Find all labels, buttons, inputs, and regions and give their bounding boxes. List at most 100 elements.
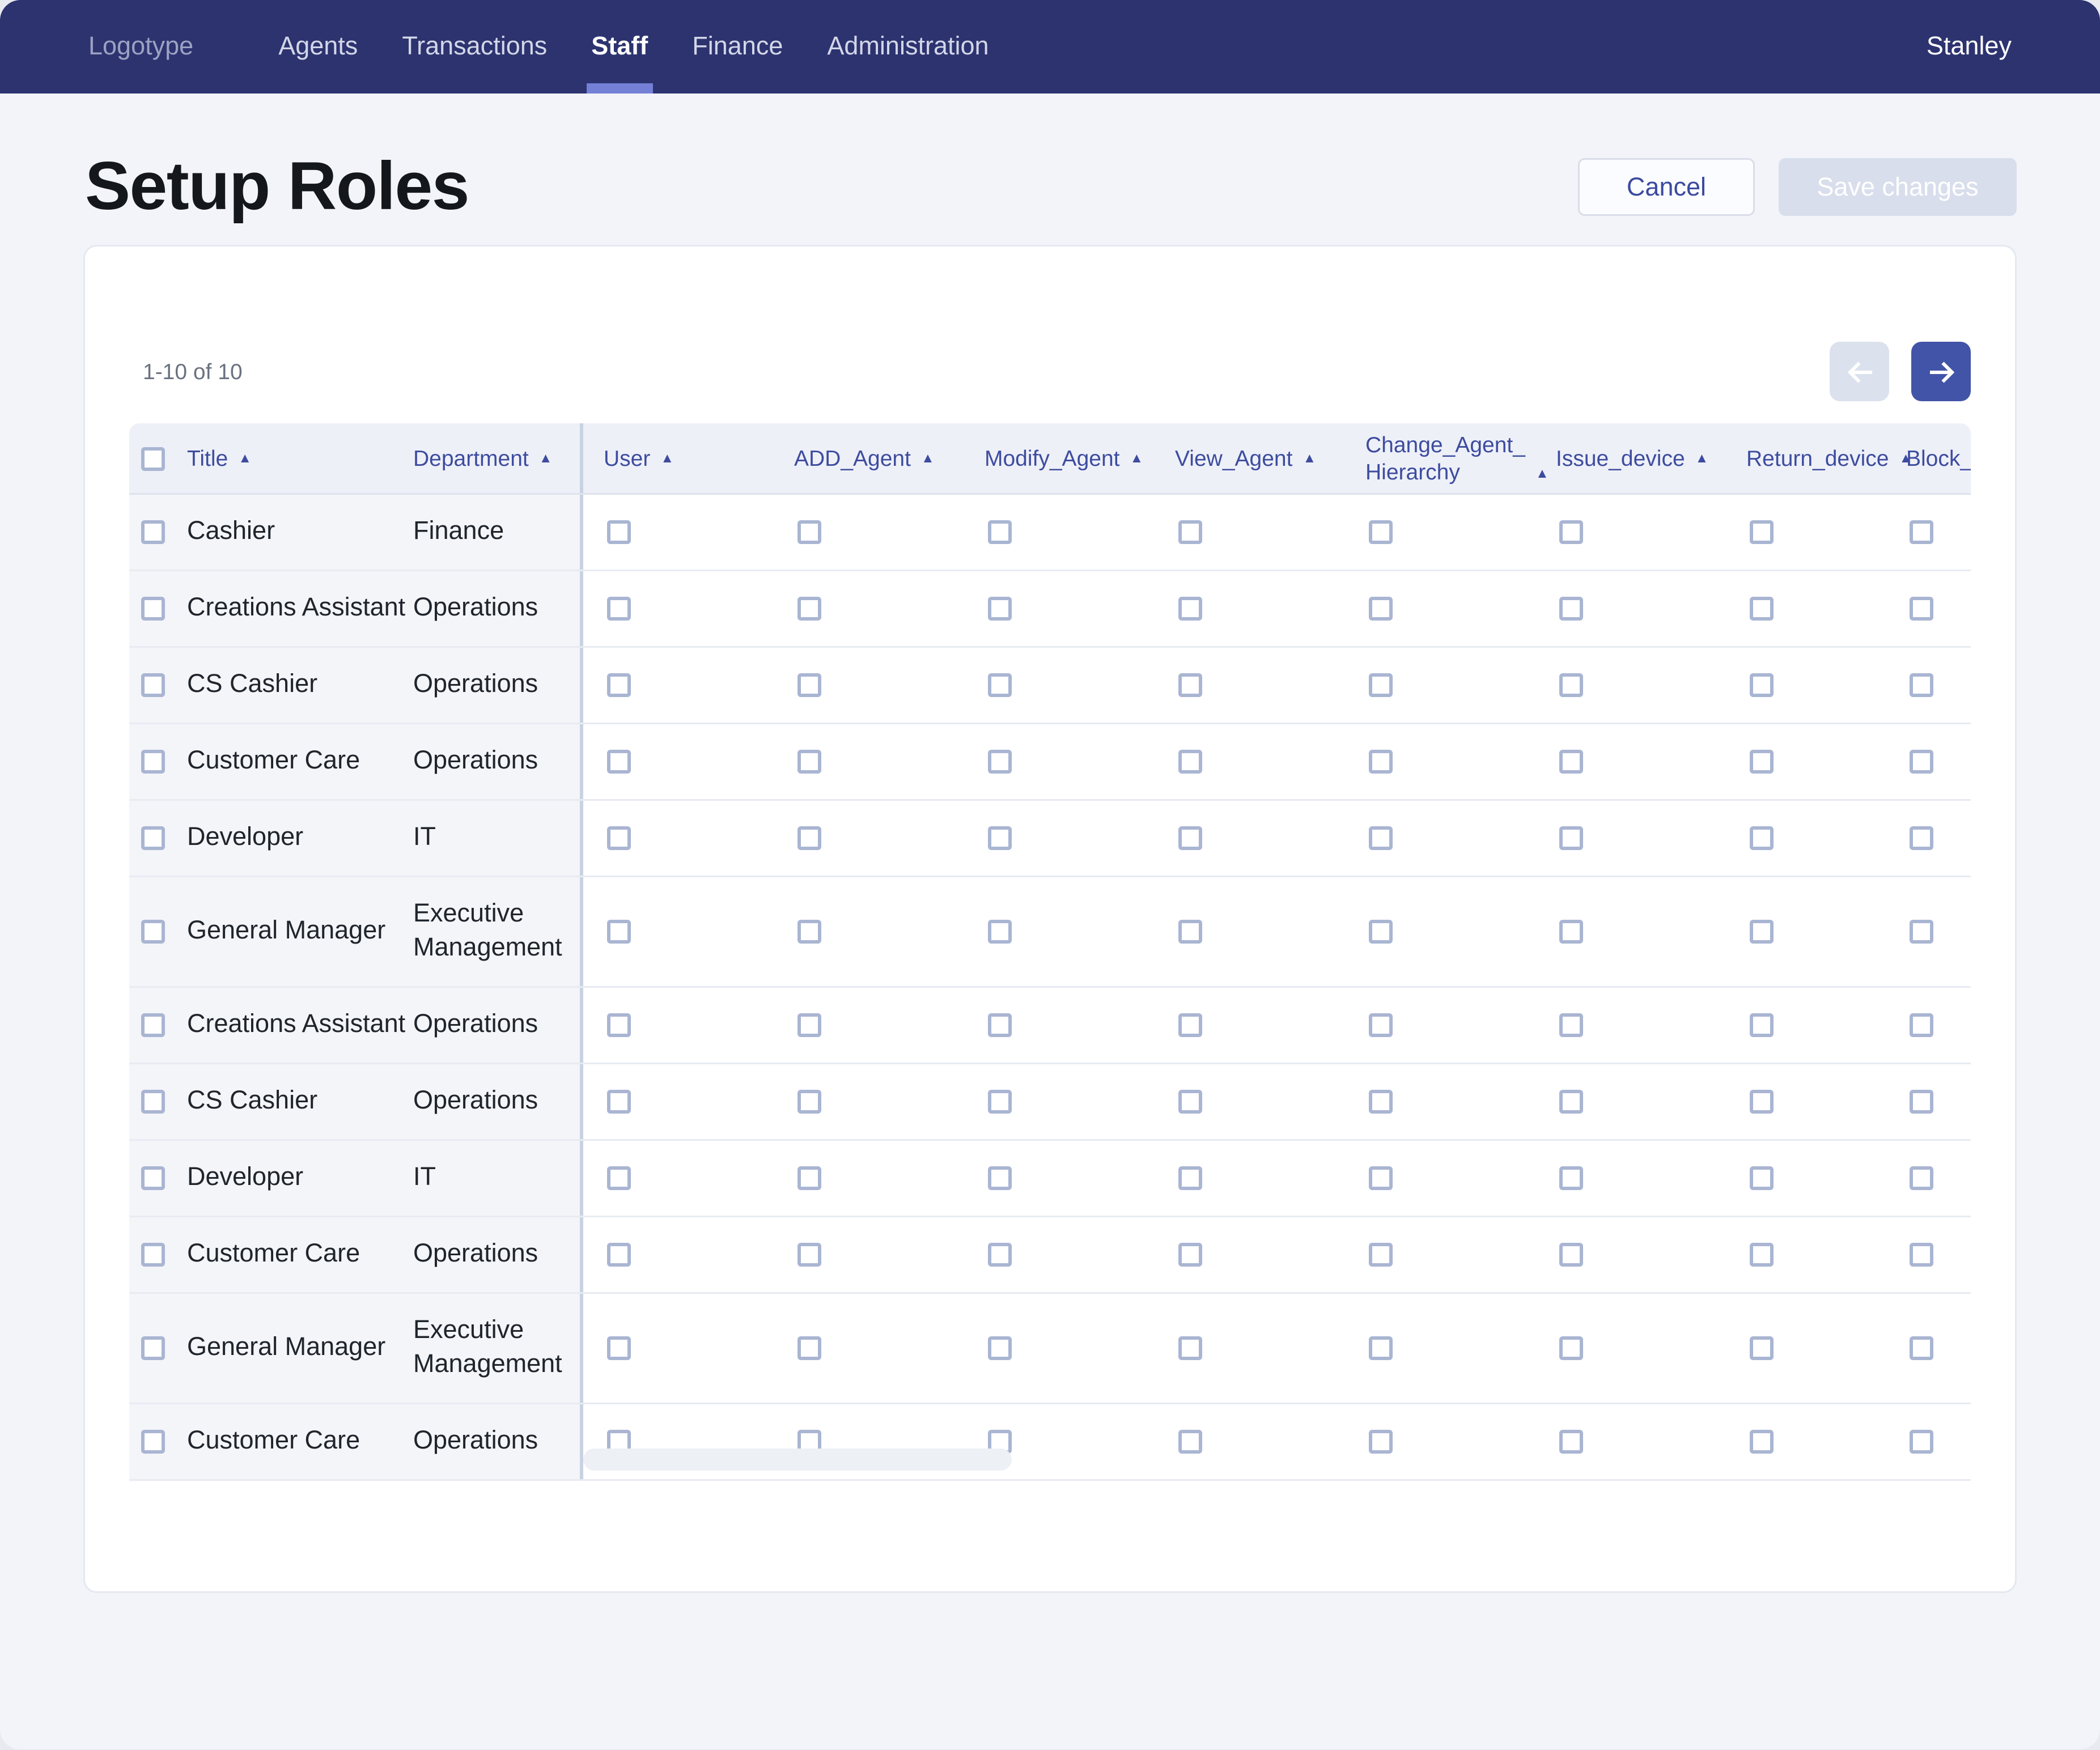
permission-checkbox[interactable]	[1910, 1243, 1933, 1267]
column-header-return_device[interactable]: Return_device ▲	[1746, 445, 1912, 472]
column-header-user[interactable]: User ▲	[604, 445, 794, 472]
permission-checkbox[interactable]	[1369, 750, 1393, 774]
column-header-issue_device[interactable]: Issue_device ▲	[1556, 445, 1746, 472]
permission-checkbox[interactable]	[1178, 1430, 1202, 1454]
logo[interactable]: Logotype	[88, 32, 194, 61]
column-header-add_agent[interactable]: ADD_Agent ▲	[794, 445, 985, 472]
permission-checkbox[interactable]	[1910, 597, 1933, 621]
permission-checkbox[interactable]	[797, 750, 821, 774]
permission-checkbox[interactable]	[988, 750, 1012, 774]
permission-checkbox[interactable]	[1178, 520, 1202, 544]
permission-checkbox[interactable]	[1369, 1013, 1393, 1037]
permission-checkbox[interactable]	[607, 1336, 631, 1360]
permission-checkbox[interactable]	[1559, 1430, 1583, 1454]
permission-checkbox[interactable]	[1559, 1166, 1583, 1190]
permission-checkbox[interactable]	[797, 673, 821, 697]
nav-item-administration[interactable]: Administration	[827, 32, 989, 61]
permission-checkbox[interactable]	[1910, 1336, 1933, 1360]
permission-checkbox[interactable]	[1559, 1243, 1583, 1267]
permission-checkbox[interactable]	[1369, 1336, 1393, 1360]
permission-checkbox[interactable]	[1178, 920, 1202, 944]
column-header-change_agent_hierarchy[interactable]: Change_Agent_ Hierarchy ▲	[1365, 431, 1556, 486]
permission-checkbox[interactable]	[1750, 673, 1774, 697]
permission-checkbox[interactable]	[1559, 750, 1583, 774]
permission-checkbox[interactable]	[607, 1166, 631, 1190]
permission-checkbox[interactable]	[1559, 826, 1583, 850]
permission-checkbox[interactable]	[1559, 1090, 1583, 1114]
permission-checkbox[interactable]	[797, 520, 821, 544]
permission-checkbox[interactable]	[1369, 1243, 1393, 1267]
permission-checkbox[interactable]	[988, 1013, 1012, 1037]
permission-checkbox[interactable]	[988, 920, 1012, 944]
permission-checkbox[interactable]	[1910, 1430, 1933, 1454]
permission-checkbox[interactable]	[1910, 1013, 1933, 1037]
permission-checkbox[interactable]	[1178, 1243, 1202, 1267]
row-select-checkbox[interactable]	[141, 673, 165, 697]
row-select-checkbox[interactable]	[141, 826, 165, 850]
row-select-checkbox[interactable]	[141, 750, 165, 774]
permission-checkbox[interactable]	[797, 920, 821, 944]
row-select-checkbox[interactable]	[141, 1336, 165, 1360]
nav-item-transactions[interactable]: Transactions	[402, 32, 548, 61]
column-header-modify_agent[interactable]: Modify_Agent ▲	[985, 445, 1175, 472]
permission-checkbox[interactable]	[1750, 1336, 1774, 1360]
previous-page-button[interactable]	[1830, 342, 1889, 401]
permission-checkbox[interactable]	[988, 673, 1012, 697]
permission-checkbox[interactable]	[1750, 520, 1774, 544]
permission-checkbox[interactable]	[988, 1166, 1012, 1190]
permission-checkbox[interactable]	[1750, 1430, 1774, 1454]
permission-checkbox[interactable]	[797, 1090, 821, 1114]
permission-checkbox[interactable]	[988, 1090, 1012, 1114]
nav-item-agents[interactable]: Agents	[278, 32, 358, 61]
row-select-checkbox[interactable]	[141, 597, 165, 621]
permission-checkbox[interactable]	[1559, 1336, 1583, 1360]
permission-checkbox[interactable]	[607, 520, 631, 544]
permission-checkbox[interactable]	[1559, 597, 1583, 621]
permission-checkbox[interactable]	[1369, 920, 1393, 944]
permission-checkbox[interactable]	[1559, 673, 1583, 697]
permission-checkbox[interactable]	[1369, 1430, 1393, 1454]
permission-checkbox[interactable]	[607, 826, 631, 850]
user-menu[interactable]: Stanley	[1926, 32, 2012, 61]
permission-checkbox[interactable]	[797, 1166, 821, 1190]
permission-checkbox[interactable]	[1559, 920, 1583, 944]
permission-checkbox[interactable]	[1750, 1243, 1774, 1267]
permission-checkbox[interactable]	[1750, 826, 1774, 850]
cancel-button[interactable]: Cancel	[1578, 158, 1755, 216]
column-header-view_agent[interactable]: View_Agent ▲	[1175, 445, 1365, 472]
permission-checkbox[interactable]	[1369, 1166, 1393, 1190]
row-select-checkbox[interactable]	[141, 520, 165, 544]
next-page-button[interactable]	[1911, 342, 1971, 401]
permission-checkbox[interactable]	[988, 520, 1012, 544]
permission-checkbox[interactable]	[797, 826, 821, 850]
permission-checkbox[interactable]	[1178, 750, 1202, 774]
permission-checkbox[interactable]	[1178, 597, 1202, 621]
permission-checkbox[interactable]	[607, 1090, 631, 1114]
permission-checkbox[interactable]	[1910, 520, 1933, 544]
permission-checkbox[interactable]	[1910, 750, 1933, 774]
permission-checkbox[interactable]	[988, 1336, 1012, 1360]
column-header-title[interactable]: Title ▲	[187, 445, 413, 471]
row-select-checkbox[interactable]	[141, 1013, 165, 1037]
permission-checkbox[interactable]	[1750, 1090, 1774, 1114]
permission-checkbox[interactable]	[1750, 1166, 1774, 1190]
permission-checkbox[interactable]	[1178, 1336, 1202, 1360]
save-changes-button[interactable]: Save changes	[1779, 158, 2017, 216]
permission-checkbox[interactable]	[797, 597, 821, 621]
row-select-checkbox[interactable]	[141, 1430, 165, 1454]
permission-checkbox[interactable]	[797, 1243, 821, 1267]
permission-checkbox[interactable]	[607, 920, 631, 944]
row-select-checkbox[interactable]	[141, 1166, 165, 1190]
permission-checkbox[interactable]	[1369, 520, 1393, 544]
permission-checkbox[interactable]	[1178, 673, 1202, 697]
permission-checkbox[interactable]	[1910, 1166, 1933, 1190]
permission-checkbox[interactable]	[1178, 1090, 1202, 1114]
permission-checkbox[interactable]	[1910, 1090, 1933, 1114]
row-select-checkbox[interactable]	[141, 1243, 165, 1267]
permission-checkbox[interactable]	[797, 1336, 821, 1360]
permission-checkbox[interactable]	[1559, 1013, 1583, 1037]
permission-checkbox[interactable]	[1369, 1090, 1393, 1114]
permission-checkbox[interactable]	[988, 826, 1012, 850]
permission-checkbox[interactable]	[1369, 597, 1393, 621]
horizontal-scrollbar-thumb[interactable]	[583, 1449, 1012, 1471]
